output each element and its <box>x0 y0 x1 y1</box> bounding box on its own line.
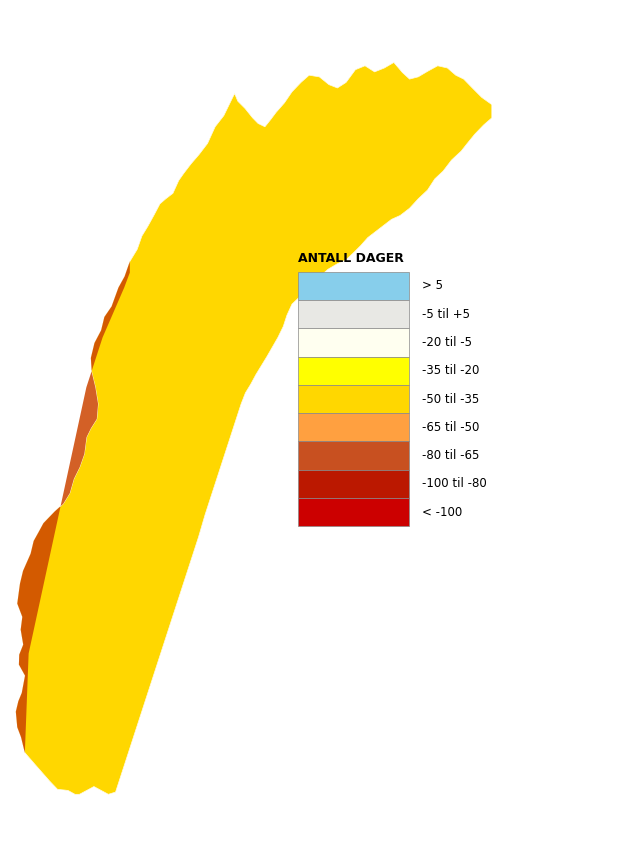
Bar <box>298 441 409 469</box>
Bar <box>298 272 409 300</box>
Bar <box>298 385 409 413</box>
Bar <box>298 469 409 498</box>
Text: -50 til -35: -50 til -35 <box>422 392 479 406</box>
Bar <box>298 329 409 357</box>
Text: -35 til -20: -35 til -20 <box>422 364 479 377</box>
Bar <box>298 357 409 385</box>
Polygon shape <box>16 261 130 753</box>
Text: -5 til +5: -5 til +5 <box>422 307 469 321</box>
Text: -65 til -50: -65 til -50 <box>422 421 479 434</box>
Text: -80 til -65: -80 til -65 <box>422 449 479 462</box>
Text: ANTALL DAGER: ANTALL DAGER <box>298 252 404 265</box>
Text: -100 til -80: -100 til -80 <box>422 477 486 491</box>
Polygon shape <box>16 63 492 795</box>
Bar <box>298 498 409 526</box>
Text: > 5: > 5 <box>422 279 443 292</box>
Text: -20 til -5: -20 til -5 <box>422 336 472 349</box>
Bar <box>298 413 409 441</box>
Polygon shape <box>16 63 492 795</box>
Bar <box>298 300 409 329</box>
Text: < -100: < -100 <box>422 506 462 519</box>
